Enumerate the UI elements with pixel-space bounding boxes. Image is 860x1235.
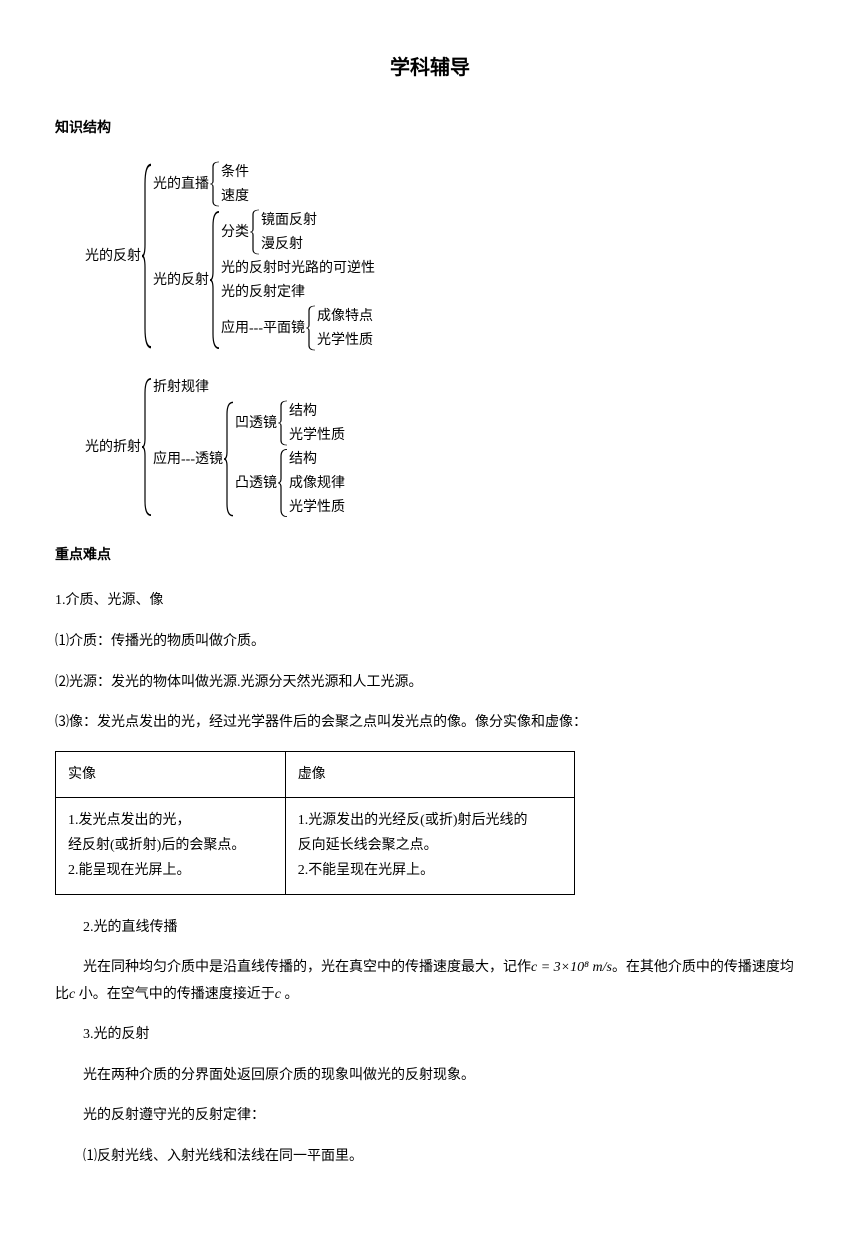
table-cell-line: 2.不能呈现在光屏上。 (298, 858, 562, 883)
paragraph: ⑵光源：发光的物体叫做光源.光源分天然光源和人工光源。 (55, 670, 805, 697)
table-row: 实像 虚像 (56, 751, 575, 797)
tree1-b1-label: 光的直播 (153, 174, 209, 195)
tree-leaf: 光的反射定律 (221, 281, 375, 303)
tree-leaf: 光学性质 (289, 424, 345, 446)
tree2-b2-label: 应用---透镜 (153, 449, 223, 470)
tree-leaf: 成像特点 (317, 305, 373, 327)
tree-leaf: 光的反射时光路的可逆性 (221, 257, 375, 279)
paragraph: ⑶像：发光点发出的光，经过光学器件后的会聚之点叫发光点的像。像分实像和虚像： (55, 710, 805, 737)
tree2-b2-sub2-label: 凸透镜 (235, 473, 277, 494)
text-fragment: 小。在空气中的传播速度接近于 (75, 987, 275, 1002)
table-cell: 1.发光点发出的光， 经反射(或折射)后的会聚点。 2.能呈现在光屏上。 (56, 797, 286, 894)
tree-leaf: 折射规律 (153, 376, 345, 398)
section-heading-1: 知识结构 (55, 116, 805, 141)
tree-leaf: 条件 (221, 161, 249, 183)
table-cell: 1.光源发出的光经反(或折)射后光线的 反向延长线会聚之点。 2.不能呈现在光屏… (285, 797, 574, 894)
paragraph: ⑴介质：传播光的物质叫做介质。 (55, 629, 805, 656)
tree-leaf: 成像规律 (289, 472, 345, 494)
tree-leaf: 速度 (221, 185, 249, 207)
tree1-b2-sub4-label: 应用---平面镜 (221, 318, 305, 339)
text-fragment: 光在同种均匀介质中是沿直线传播的，光在真空中的传播速度最大，记作 (83, 960, 531, 975)
tree2-root: 光的折射 (85, 437, 141, 458)
table-header: 实像 (56, 751, 286, 797)
paragraph: 光在两种介质的分界面处返回原介质的现象叫做光的反射现象。 (55, 1063, 805, 1090)
table-cell-line: 反向延长线会聚之点。 (298, 833, 562, 858)
table-cell-line: 2.能呈现在光屏上。 (68, 858, 273, 883)
tree-leaf: 漫反射 (261, 233, 317, 255)
comparison-table: 实像 虚像 1.发光点发出的光， 经反射(或折射)后的会聚点。 2.能呈现在光屏… (55, 751, 575, 895)
paragraph: 2.光的直线传播 (55, 915, 805, 942)
tree1-b2-sub1-label: 分类 (221, 222, 249, 243)
table-cell-line: 经反射(或折射)后的会聚点。 (68, 833, 273, 858)
tree-leaf: 结构 (289, 400, 345, 422)
formula: c = 3×10⁸ m/s (531, 960, 612, 975)
tree1-root: 光的反射 (85, 246, 141, 267)
page-title: 学科辅导 (55, 50, 805, 86)
tree-leaf: 镜面反射 (261, 209, 317, 231)
tree-leaf: 光学性质 (289, 496, 345, 518)
tree-leaf: 光学性质 (317, 329, 373, 351)
section-heading-2: 重点难点 (55, 543, 805, 568)
paragraph: 光的反射遵守光的反射定律： (55, 1103, 805, 1130)
table-row: 1.发光点发出的光， 经反射(或折射)后的会聚点。 2.能呈现在光屏上。 1.光… (56, 797, 575, 894)
tree-leaf: 结构 (289, 448, 345, 470)
knowledge-tree-1: 光的反射 光的直播 条件 速度 光的反射 (85, 161, 805, 351)
table-cell-line: 1.发光点发出的光， (68, 808, 273, 833)
paragraph: 1.介质、光源、像 (55, 588, 805, 615)
knowledge-tree-2: 光的折射 折射规律 应用---透镜 凹透镜 (85, 376, 805, 518)
paragraph: 光在同种均匀介质中是沿直线传播的，光在真空中的传播速度最大，记作c = 3×10… (55, 955, 805, 1008)
tree1-b2-label: 光的反射 (153, 270, 209, 291)
paragraph: ⑴反射光线、入射光线和法线在同一平面里。 (55, 1144, 805, 1171)
tree2-b2-sub1-label: 凹透镜 (235, 413, 277, 434)
paragraph: 3.光的反射 (55, 1022, 805, 1049)
table-cell-line: 1.光源发出的光经反(或折)射后光线的 (298, 808, 562, 833)
text-fragment: 。 (281, 987, 299, 1002)
table-header: 虚像 (285, 751, 574, 797)
